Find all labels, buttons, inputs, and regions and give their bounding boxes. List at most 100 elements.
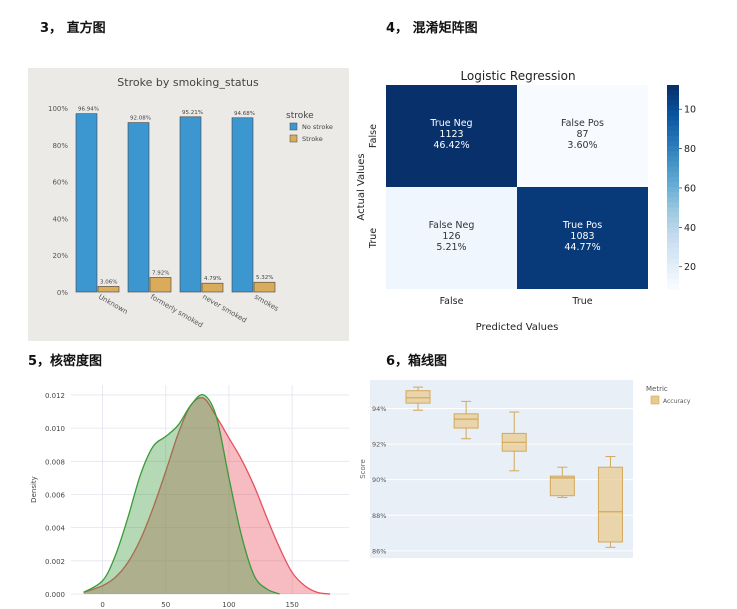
y-tick-label: 0.004 — [45, 525, 66, 533]
density-line-0 — [83, 397, 331, 595]
heading-boxplot: 6，箱线图 — [386, 354, 448, 369]
heading-histogram: 3， 直方图 — [40, 21, 106, 36]
x-tick-label: 0 — [100, 601, 104, 609]
bar-no-stroke — [179, 116, 202, 293]
colorbar-segment — [667, 202, 679, 208]
legend-title: stroke — [286, 111, 314, 121]
y-tick-label: 0% — [57, 289, 68, 297]
box-body — [453, 413, 479, 429]
density-area-0 — [83, 397, 331, 594]
colorbar-segment — [667, 283, 679, 290]
legend-title: Metric — [646, 385, 668, 393]
plot-area — [370, 380, 633, 558]
colorbar-segment — [667, 243, 679, 249]
heatmap-cell — [386, 187, 517, 289]
cell-count: 1123 — [439, 129, 463, 140]
y-tick-label: 0.012 — [45, 392, 65, 400]
colorbar-segment — [667, 253, 679, 259]
colorbar-segment — [667, 176, 679, 183]
chart-title: Stroke by smoking_status — [117, 76, 259, 89]
legend-swatch — [289, 134, 298, 143]
colorbar-segment — [667, 212, 679, 219]
cell-count: 1083 — [570, 231, 594, 242]
bar-chart: Stroke by smoking_status 0% 20% 40% 60% 80% 10… — [28, 68, 349, 341]
bar-stroke — [253, 281, 276, 293]
bar-data-label: 96.94% — [78, 107, 99, 113]
y-tick-label: 20% — [52, 252, 68, 260]
y-axis-label: Actual Values — [356, 153, 367, 220]
colorbar-segment — [667, 90, 679, 96]
colorbar-tick-label: 1000 — [684, 105, 696, 116]
cell-name: True Pos — [562, 220, 602, 231]
density-line-1 — [83, 393, 280, 595]
colorbar-tick-label: 400 — [684, 223, 696, 234]
cell-percent: 5.21% — [436, 242, 466, 253]
y-tick-label: 60% — [52, 179, 68, 187]
bar-data-label: 95.21% — [182, 110, 203, 116]
colorbar-segment — [667, 238, 679, 244]
box-body — [597, 466, 623, 543]
colorbar-segment — [667, 187, 679, 193]
bar-data-label: 7.92% — [152, 270, 169, 276]
colorbar-segment — [667, 120, 679, 127]
y-tick-label: 0.008 — [45, 458, 65, 466]
colorbar-segment — [667, 258, 679, 265]
y-tick-label: 0.002 — [45, 558, 65, 566]
colorbar-segment — [667, 222, 679, 229]
y-tick-label: 90% — [372, 476, 386, 484]
bar-data-label: 3.06% — [100, 279, 117, 285]
colorbar-segment — [667, 130, 679, 137]
bar-no-stroke — [127, 122, 150, 293]
cell-name: True Neg — [429, 118, 472, 129]
x-tick-label: False — [440, 296, 464, 307]
bar-no-stroke — [231, 117, 254, 293]
y-axis-label: Density — [30, 476, 38, 503]
x-tick-label: 150 — [285, 601, 298, 609]
legend-swatch — [650, 395, 660, 405]
bar-stroke — [149, 277, 172, 293]
bar-stroke — [97, 286, 120, 293]
legend-label: Accuracy — [663, 398, 691, 405]
box-plot: 86% 88% 90% 92% 94% Score Metric Accuracy — [360, 380, 691, 558]
colorbar-segment — [667, 192, 679, 198]
colorbar-segment — [667, 100, 679, 106]
legend-label: Stroke — [302, 135, 323, 143]
y-tick-label: 0.006 — [45, 491, 66, 499]
y-tick-label: False — [368, 124, 379, 148]
box-body — [405, 390, 431, 404]
colorbar-segment — [667, 156, 679, 163]
y-tick-label: 86% — [372, 547, 386, 555]
colorbar-segment — [667, 217, 679, 224]
bar-data-label: 4.79% — [204, 276, 221, 282]
bar-no-stroke — [75, 113, 98, 293]
cell-count: 126 — [442, 231, 460, 242]
colorbar-segment — [667, 105, 679, 112]
heatmap-cell — [517, 85, 648, 187]
colorbar-segment — [667, 115, 679, 122]
y-tick-label: True — [368, 228, 379, 249]
cell-percent: 3.60% — [567, 140, 597, 151]
colorbar-segment — [667, 95, 679, 101]
colorbar-segment — [667, 207, 679, 214]
heatmap-cell — [517, 187, 648, 289]
colorbar-segment — [667, 136, 679, 142]
colorbar-segment — [667, 171, 679, 178]
colorbar-segment — [667, 141, 679, 147]
y-tick-label: 94% — [372, 405, 386, 413]
y-tick-label: 100% — [48, 105, 68, 113]
colorbar-segment — [667, 125, 679, 132]
y-tick-label: 0.010 — [45, 425, 65, 433]
y-tick-label: 88% — [372, 512, 386, 520]
bar-stroke — [201, 282, 224, 293]
cell-name: False Neg — [429, 220, 475, 231]
density-area-1 — [83, 394, 280, 594]
y-axis-label: Score — [360, 459, 367, 479]
colorbar-segment — [667, 263, 679, 270]
x-tick-label: 100 — [222, 601, 235, 609]
bar-data-label: 94.68% — [234, 111, 255, 117]
y-tick-label: 0.000 — [45, 591, 65, 599]
colorbar-segment — [667, 197, 679, 203]
legend-swatch — [289, 122, 298, 131]
cell-percent: 46.42% — [433, 140, 469, 151]
